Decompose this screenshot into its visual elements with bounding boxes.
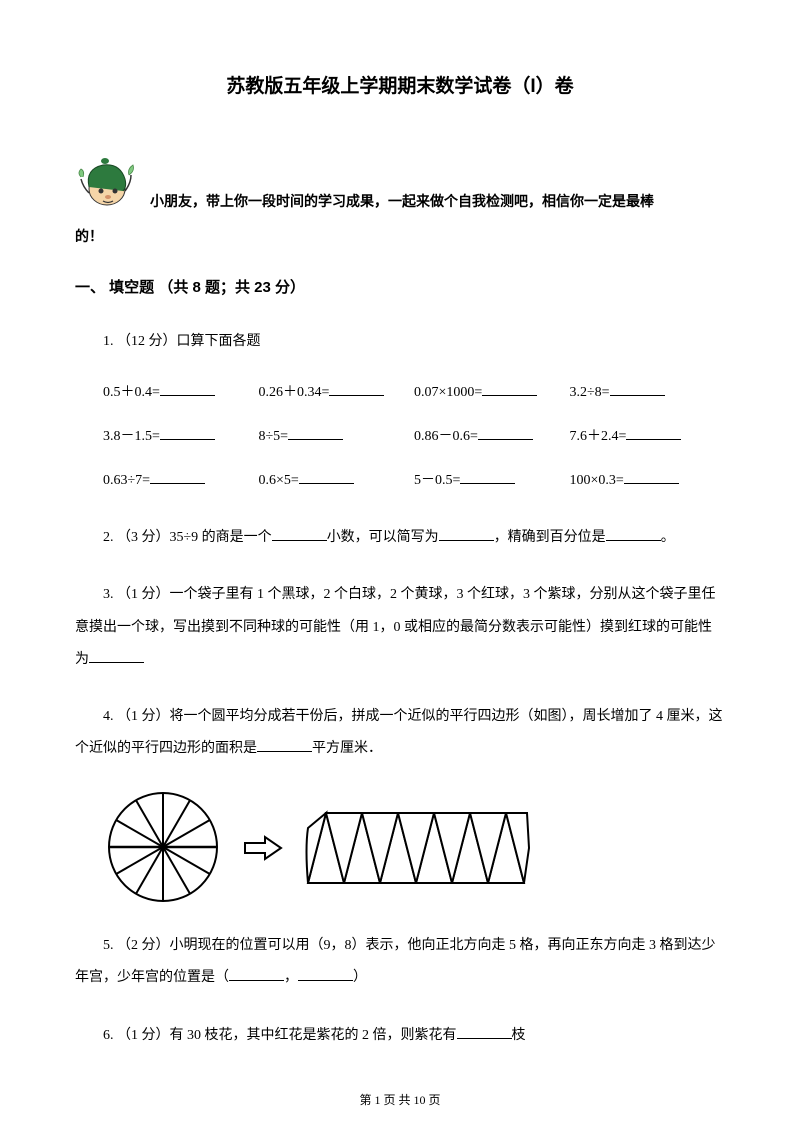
question-1: 1. （12 分）口算下面各题 0.5＋0.4= 0.26＋0.34= 0.07…	[75, 326, 725, 497]
blank[interactable]	[257, 738, 312, 752]
q2-p2: 小数，可以简写为	[327, 530, 439, 545]
q6-p2: 枝	[512, 1028, 526, 1043]
q2-p3: ，精确到百分位是	[494, 530, 606, 545]
intro-row: 小朋友，带上你一段时间的学习成果，一起来做个自我检测吧，相信你一定是最棒	[75, 149, 725, 214]
q1r2c3: 0.86－0.6=	[414, 429, 478, 444]
blank[interactable]	[478, 426, 533, 440]
intro-text-2: 的！	[75, 224, 725, 249]
q1-prompt: 1. （12 分）口算下面各题	[75, 326, 725, 358]
intro-text-1: 小朋友，带上你一段时间的学习成果，一起来做个自我检测吧，相信你一定是最棒	[150, 188, 654, 215]
question-2: 2. （3 分）35÷9 的商是一个 小数，可以简写为 ，精确到百分位是 。	[75, 522, 725, 554]
blank[interactable]	[329, 382, 384, 396]
blank[interactable]	[272, 527, 327, 541]
q1r3c2: 0.6×5=	[259, 473, 299, 488]
blank[interactable]	[606, 527, 661, 541]
arrow-right-icon	[243, 833, 283, 863]
q1r1c4: 3.2÷8=	[570, 385, 610, 400]
blank[interactable]	[457, 1025, 512, 1039]
blank[interactable]	[229, 967, 284, 981]
q1r2c1: 3.8－1.5=	[103, 429, 160, 444]
q1r3c3: 5－0.5=	[414, 473, 460, 488]
question-5: 5. （2 分）小明现在的位置可以用（9，8）表示，他向正北方向走 5 格，再向…	[75, 930, 725, 994]
circle-segments-icon	[103, 790, 223, 905]
q3-p1: 3. （1 分）一个袋子里有 1 个黑球，2 个白球，2 个黄球，3 个红球，3…	[75, 587, 716, 666]
blank[interactable]	[160, 382, 215, 396]
q1r2c2: 8÷5=	[259, 429, 289, 444]
q1r1c2: 0.26＋0.34=	[259, 385, 330, 400]
q2-p4: 。	[661, 530, 675, 545]
blank[interactable]	[89, 649, 144, 663]
q1-row3: 0.63÷7= 0.6×5= 5－0.5= 100×0.3=	[75, 465, 725, 497]
q1r3c1: 0.63÷7=	[103, 473, 150, 488]
q1r2c4: 7.6＋2.4=	[570, 429, 627, 444]
q6-p1: 6. （1 分）有 30 枝花，其中红花是紫花的 2 倍，则紫花有	[103, 1028, 457, 1043]
q2-p1: 2. （3 分）35÷9 的商是一个	[103, 530, 272, 545]
q1-row1: 0.5＋0.4= 0.26＋0.34= 0.07×1000= 3.2÷8=	[75, 377, 725, 409]
q1r3c4: 100×0.3=	[570, 473, 624, 488]
question-3: 3. （1 分）一个袋子里有 1 个黑球，2 个白球，2 个黄球，3 个红球，3…	[75, 579, 725, 676]
q4-diagram	[103, 790, 725, 905]
parallelogram-segments-icon	[303, 798, 533, 898]
blank[interactable]	[288, 426, 343, 440]
q5-p2: ，	[284, 970, 298, 985]
blank[interactable]	[160, 426, 215, 440]
blank[interactable]	[460, 470, 515, 484]
q4-p2: 平方厘米．	[312, 741, 382, 756]
blank[interactable]	[150, 470, 205, 484]
page-footer: 第 1 页 共 10 页	[0, 1090, 800, 1112]
blank[interactable]	[298, 967, 353, 981]
q1r1c1: 0.5＋0.4=	[103, 385, 160, 400]
q1-row2: 3.8－1.5= 8÷5= 0.86－0.6= 7.6＋2.4=	[75, 421, 725, 453]
q4-p1: 4. （1 分）将一个圆平均分成若干份后，拼成一个近似的平行四边形（如图），周长…	[75, 709, 723, 756]
blank[interactable]	[299, 470, 354, 484]
section-header: 一、 填空题 （共 8 题；共 23 分）	[75, 274, 725, 301]
page-title: 苏教版五年级上学期期末数学试卷（I）卷	[75, 70, 725, 104]
question-6: 6. （1 分）有 30 枝花，其中红花是紫花的 2 倍，则紫花有 枝	[75, 1020, 725, 1052]
blank[interactable]	[626, 426, 681, 440]
question-4: 4. （1 分）将一个圆平均分成若干份后，拼成一个近似的平行四边形（如图），周长…	[75, 701, 725, 765]
mascot-icon	[75, 149, 140, 214]
q1r1c3: 0.07×1000=	[414, 385, 482, 400]
q5-p3: ）	[353, 970, 367, 985]
blank[interactable]	[610, 382, 665, 396]
blank[interactable]	[624, 470, 679, 484]
blank[interactable]	[439, 527, 494, 541]
blank[interactable]	[482, 382, 537, 396]
q5-p1: 5. （2 分）小明现在的位置可以用（9，8）表示，他向正北方向走 5 格，再向…	[75, 938, 716, 985]
